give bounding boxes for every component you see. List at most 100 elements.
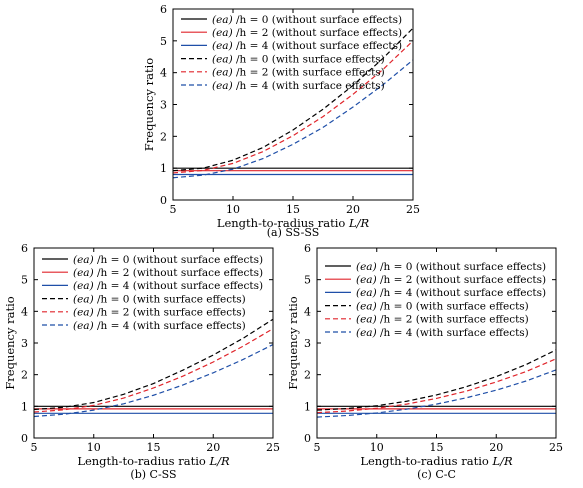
legend-label-rest: /h = 0 (with surface effects) bbox=[94, 293, 246, 305]
series-line-5 bbox=[173, 40, 413, 174]
series-group bbox=[34, 318, 273, 418]
legend-label-var: (ea) bbox=[212, 27, 233, 39]
legend-label-rest: /h = 0 (without surface effects) bbox=[377, 261, 546, 273]
y-tick-label: 3 bbox=[21, 337, 28, 350]
series-line-5 bbox=[317, 358, 556, 414]
series-line-5 bbox=[34, 328, 273, 413]
legend-label-rest: /h = 0 (without surface effects) bbox=[233, 14, 402, 26]
x-tick-label: 25 bbox=[266, 441, 280, 454]
y-tick-label: 0 bbox=[21, 432, 28, 445]
x-tick-label: 5 bbox=[31, 441, 38, 454]
legend-label-4: (ea) /h = 0 (with surface effects) bbox=[212, 53, 385, 65]
legend-label-5: (ea) /h = 2 (with surface effects) bbox=[73, 307, 246, 319]
x-axis-label-variable: L/R bbox=[348, 216, 370, 230]
y-tick-label: 0 bbox=[304, 432, 311, 445]
legend-label-4: (ea) /h = 0 (with surface effects) bbox=[73, 293, 246, 305]
legend-label-rest: /h = 0 (with surface effects) bbox=[233, 53, 385, 65]
x-axis-label: Length-to-radius ratio L/R bbox=[77, 454, 230, 468]
legend-label-var: (ea) bbox=[356, 274, 377, 286]
legend-label-var: (ea) bbox=[356, 261, 377, 273]
legend-label-var: (ea) bbox=[73, 280, 94, 292]
legend-label-6: (ea) /h = 4 (with surface effects) bbox=[356, 327, 529, 339]
legend-label-rest: /h = 0 (without surface effects) bbox=[94, 254, 263, 266]
y-tick-label: 4 bbox=[160, 67, 167, 80]
legend-label-var: (ea) bbox=[356, 300, 377, 312]
y-tick-label: 3 bbox=[160, 99, 167, 112]
y-axis-label: Frequency ratio bbox=[286, 296, 300, 390]
legend-label-rest: /h = 2 (without surface effects) bbox=[94, 267, 263, 279]
x-tick-label: 15 bbox=[430, 441, 444, 454]
x-tick-label: 15 bbox=[286, 203, 300, 216]
legend-label-var: (ea) bbox=[356, 287, 377, 299]
legend-label-rest: /h = 4 (with surface effects) bbox=[94, 320, 246, 332]
series-line-4 bbox=[34, 318, 273, 411]
y-tick-label: 6 bbox=[21, 242, 28, 255]
legend-label-1: (ea) /h = 0 (without surface effects) bbox=[356, 261, 546, 273]
x-axis-label-variable: L/R bbox=[208, 454, 230, 468]
legend-label-var: (ea) bbox=[73, 293, 94, 305]
x-axis-label-variable: L/R bbox=[491, 454, 513, 468]
y-tick-label: 5 bbox=[160, 35, 167, 48]
legend-label-4: (ea) /h = 0 (with surface effects) bbox=[356, 300, 529, 312]
legend: (ea) /h = 0 (without surface effects)(ea… bbox=[42, 254, 263, 332]
series-group bbox=[173, 27, 413, 179]
panel-caption: (c) C-C bbox=[417, 468, 456, 481]
x-tick-label: 25 bbox=[406, 203, 420, 216]
y-tick-label: 3 bbox=[304, 337, 311, 350]
legend-label-3: (ea) /h = 4 (without surface effects) bbox=[356, 287, 546, 299]
x-tick-label: 5 bbox=[314, 441, 321, 454]
legend-label-var: (ea) bbox=[212, 14, 233, 26]
legend-label-var: (ea) bbox=[212, 80, 233, 92]
legend: (ea) /h = 0 (without surface effects)(ea… bbox=[325, 261, 546, 339]
y-tick-label: 4 bbox=[21, 305, 28, 318]
y-tick-label: 1 bbox=[21, 400, 28, 413]
x-tick-label: 10 bbox=[226, 203, 240, 216]
y-tick-label: 2 bbox=[160, 130, 167, 143]
legend-label-rest: /h = 2 (without surface effects) bbox=[233, 27, 402, 39]
y-tick-label: 6 bbox=[160, 3, 167, 16]
legend: (ea) /h = 0 (without surface effects)(ea… bbox=[181, 14, 402, 92]
y-axis-label: Frequency ratio bbox=[142, 58, 156, 152]
panel-caption: (b) C-SS bbox=[130, 468, 176, 481]
x-axis-label: Length-to-radius ratio L/R bbox=[360, 454, 513, 468]
x-tick-label: 20 bbox=[489, 441, 503, 454]
legend-label-3: (ea) /h = 4 (without surface effects) bbox=[212, 40, 402, 52]
x-tick-label: 10 bbox=[370, 441, 384, 454]
series-line-4 bbox=[173, 27, 413, 172]
x-axis-label: Length-to-radius ratio L/R bbox=[217, 216, 370, 230]
x-tick-label: 10 bbox=[87, 441, 101, 454]
x-tick-label: 15 bbox=[147, 441, 161, 454]
legend-label-var: (ea) bbox=[73, 307, 94, 319]
y-tick-label: 2 bbox=[21, 369, 28, 382]
x-axis-label-text: Length-to-radius ratio bbox=[217, 216, 349, 230]
y-tick-label: 5 bbox=[304, 274, 311, 287]
legend-label-2: (ea) /h = 2 (without surface effects) bbox=[356, 274, 546, 286]
x-tick-label: 5 bbox=[170, 203, 177, 216]
legend-label-var: (ea) bbox=[212, 67, 233, 79]
series-line-6 bbox=[317, 369, 556, 418]
legend-label-var: (ea) bbox=[356, 327, 377, 339]
legend-label-2: (ea) /h = 2 (without surface effects) bbox=[212, 27, 402, 39]
y-tick-label: 1 bbox=[160, 162, 167, 175]
legend-label-rest: /h = 4 (with surface effects) bbox=[233, 80, 385, 92]
y-axis-label: Frequency ratio bbox=[3, 296, 17, 390]
y-tick-label: 6 bbox=[304, 242, 311, 255]
legend-label-3: (ea) /h = 4 (without surface effects) bbox=[73, 280, 263, 292]
panel-caption: (a) SS-SS bbox=[267, 226, 320, 239]
y-tick-label: 0 bbox=[160, 194, 167, 207]
legend-label-6: (ea) /h = 4 (with surface effects) bbox=[73, 320, 246, 332]
y-tick-label: 5 bbox=[21, 274, 28, 287]
legend-label-rest: /h = 2 (with surface effects) bbox=[233, 67, 385, 79]
legend-label-rest: /h = 2 (without surface effects) bbox=[377, 274, 546, 286]
legend-label-rest: /h = 4 (with surface effects) bbox=[377, 327, 529, 339]
legend-label-var: (ea) bbox=[356, 314, 377, 326]
legend-label-6: (ea) /h = 4 (with surface effects) bbox=[212, 80, 385, 92]
legend-label-5: (ea) /h = 2 (with surface effects) bbox=[356, 314, 529, 326]
legend-label-var: (ea) bbox=[73, 267, 94, 279]
legend-label-var: (ea) bbox=[73, 320, 94, 332]
y-tick-label: 4 bbox=[304, 305, 311, 318]
y-tick-label: 2 bbox=[304, 369, 311, 382]
series-line-6 bbox=[34, 344, 273, 418]
legend-label-rest: /h = 0 (with surface effects) bbox=[377, 300, 529, 312]
legend-label-5: (ea) /h = 2 (with surface effects) bbox=[212, 67, 385, 79]
